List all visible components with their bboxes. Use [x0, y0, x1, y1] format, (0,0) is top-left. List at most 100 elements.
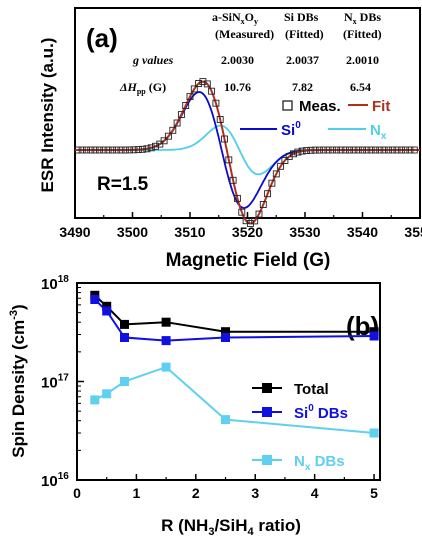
legend-meas-swatch: [282, 100, 293, 111]
series-2-point: [369, 331, 379, 341]
meas-point: [328, 146, 336, 154]
meas-point: [346, 146, 354, 154]
linewidth-nx: 6.54: [350, 80, 371, 94]
meas-point: [341, 146, 349, 154]
meas-point: [78, 146, 86, 154]
meas-point: [229, 176, 237, 184]
legend-si-dbs-marker: [262, 407, 272, 417]
series-3-point: [369, 428, 379, 438]
meas-point: [160, 137, 168, 145]
meas-point: [177, 111, 185, 119]
meas-point: [108, 146, 116, 154]
x-tick-label: 3: [251, 485, 259, 501]
panel-a-y-axis-label: ESR Intensity (a.u.): [38, 38, 57, 193]
meas-point: [83, 146, 90, 154]
meas-point: [195, 80, 203, 87]
meas-point: [268, 179, 276, 187]
meas-point: [134, 146, 142, 154]
legend-nx-label: Nx: [370, 122, 387, 142]
measured-markers: [74, 78, 418, 227]
meas-point: [324, 146, 332, 154]
series-3-point: [102, 389, 112, 399]
meas-point: [143, 145, 151, 153]
meas-point: [406, 146, 414, 154]
meas-point: [393, 146, 401, 154]
series-line-1: [94, 294, 375, 333]
series-line-3: [94, 365, 375, 434]
parameter-table: a-SiNxOy (Measured) Si DBs (Fitted) Nx D…: [119, 10, 382, 96]
legend-total-label: Total: [294, 381, 329, 398]
meas-point: [238, 208, 246, 216]
series-2-point: [161, 336, 171, 346]
x-tick-label: 3510: [174, 224, 205, 240]
panel-b-legend: Total Si0 DBs Nx DBs: [252, 381, 348, 473]
meas-point: [203, 80, 211, 88]
series-3-point: [161, 362, 171, 372]
legend-si-dbs-label: Si0 DBs: [294, 403, 348, 422]
meas-point: [130, 146, 138, 154]
series-2-point: [90, 295, 100, 304]
meas-point: [376, 146, 384, 154]
meas-point: [389, 146, 397, 154]
meas-point: [363, 146, 371, 154]
x-tick-label: 3500: [117, 224, 148, 240]
y-tick-label: 1017: [41, 373, 69, 392]
panel-a-x-ticks: 3490 3500 3510 3520 3530 3540 3550: [59, 212, 422, 240]
meas-point: [251, 217, 259, 225]
x-tick-label: 3490: [59, 224, 90, 240]
table-header-si-dbs: Si DBs: [284, 10, 319, 24]
legend-fit-label: Fit: [372, 98, 390, 115]
legend-meas-label: Meas.: [299, 98, 341, 115]
meas-point: [371, 146, 379, 154]
table-header-measured-note: (Measured): [215, 27, 274, 41]
meas-point: [216, 116, 224, 123]
meas-point: [91, 146, 99, 154]
table-header-nx-dbs-note: (Fitted): [343, 27, 382, 41]
meas-point: [208, 87, 216, 95]
panel-a-legend: Meas. Fit Si0 Nx: [240, 98, 390, 142]
series-2-point: [120, 333, 129, 342]
meas-point: [359, 146, 366, 154]
meas-point: [117, 146, 125, 154]
meas-point: [320, 146, 328, 154]
meas-point: [186, 93, 194, 101]
meas-point: [380, 146, 388, 154]
series-1-point: [161, 317, 171, 327]
meas-point: [337, 146, 345, 154]
meas-point: [298, 147, 306, 155]
meas-point: [212, 99, 220, 107]
meas-point: [302, 147, 310, 155]
series-line-2: [94, 298, 375, 342]
meas-point: [152, 142, 159, 150]
g-values-label: g values: [132, 53, 174, 67]
meas-point: [397, 146, 405, 154]
meas-point: [221, 135, 228, 143]
meas-point: [277, 162, 285, 170]
meas-point: [95, 146, 103, 154]
panel-b-x-ticks: 0 1 2 3 4 5: [73, 474, 378, 501]
meas-point: [402, 146, 410, 154]
meas-point: [410, 146, 418, 154]
meas-point: [169, 126, 177, 134]
x-tick-label: 3520: [232, 224, 263, 240]
series-1-point: [221, 327, 230, 337]
meas-point: [225, 156, 233, 164]
meas-point: [87, 146, 95, 154]
legend-nx-dbs-marker: [262, 455, 272, 465]
meas-point: [113, 146, 121, 154]
meas-point: [259, 201, 267, 208]
meas-point: [311, 146, 319, 154]
x-tick-label: 1: [133, 485, 141, 501]
meas-point: [272, 170, 280, 178]
series-3-point: [90, 395, 100, 405]
y-tick-label: 1016: [41, 471, 69, 490]
linewidth-label: ΔHpp (G): [119, 80, 166, 96]
panel-a-x-axis-label: Magnetic Field (G): [166, 250, 331, 271]
meas-point: [190, 85, 198, 93]
meas-point: [74, 146, 82, 154]
series-1-point: [120, 319, 129, 329]
x-tick-label: 3530: [289, 224, 320, 240]
series-1-point: [102, 301, 112, 311]
